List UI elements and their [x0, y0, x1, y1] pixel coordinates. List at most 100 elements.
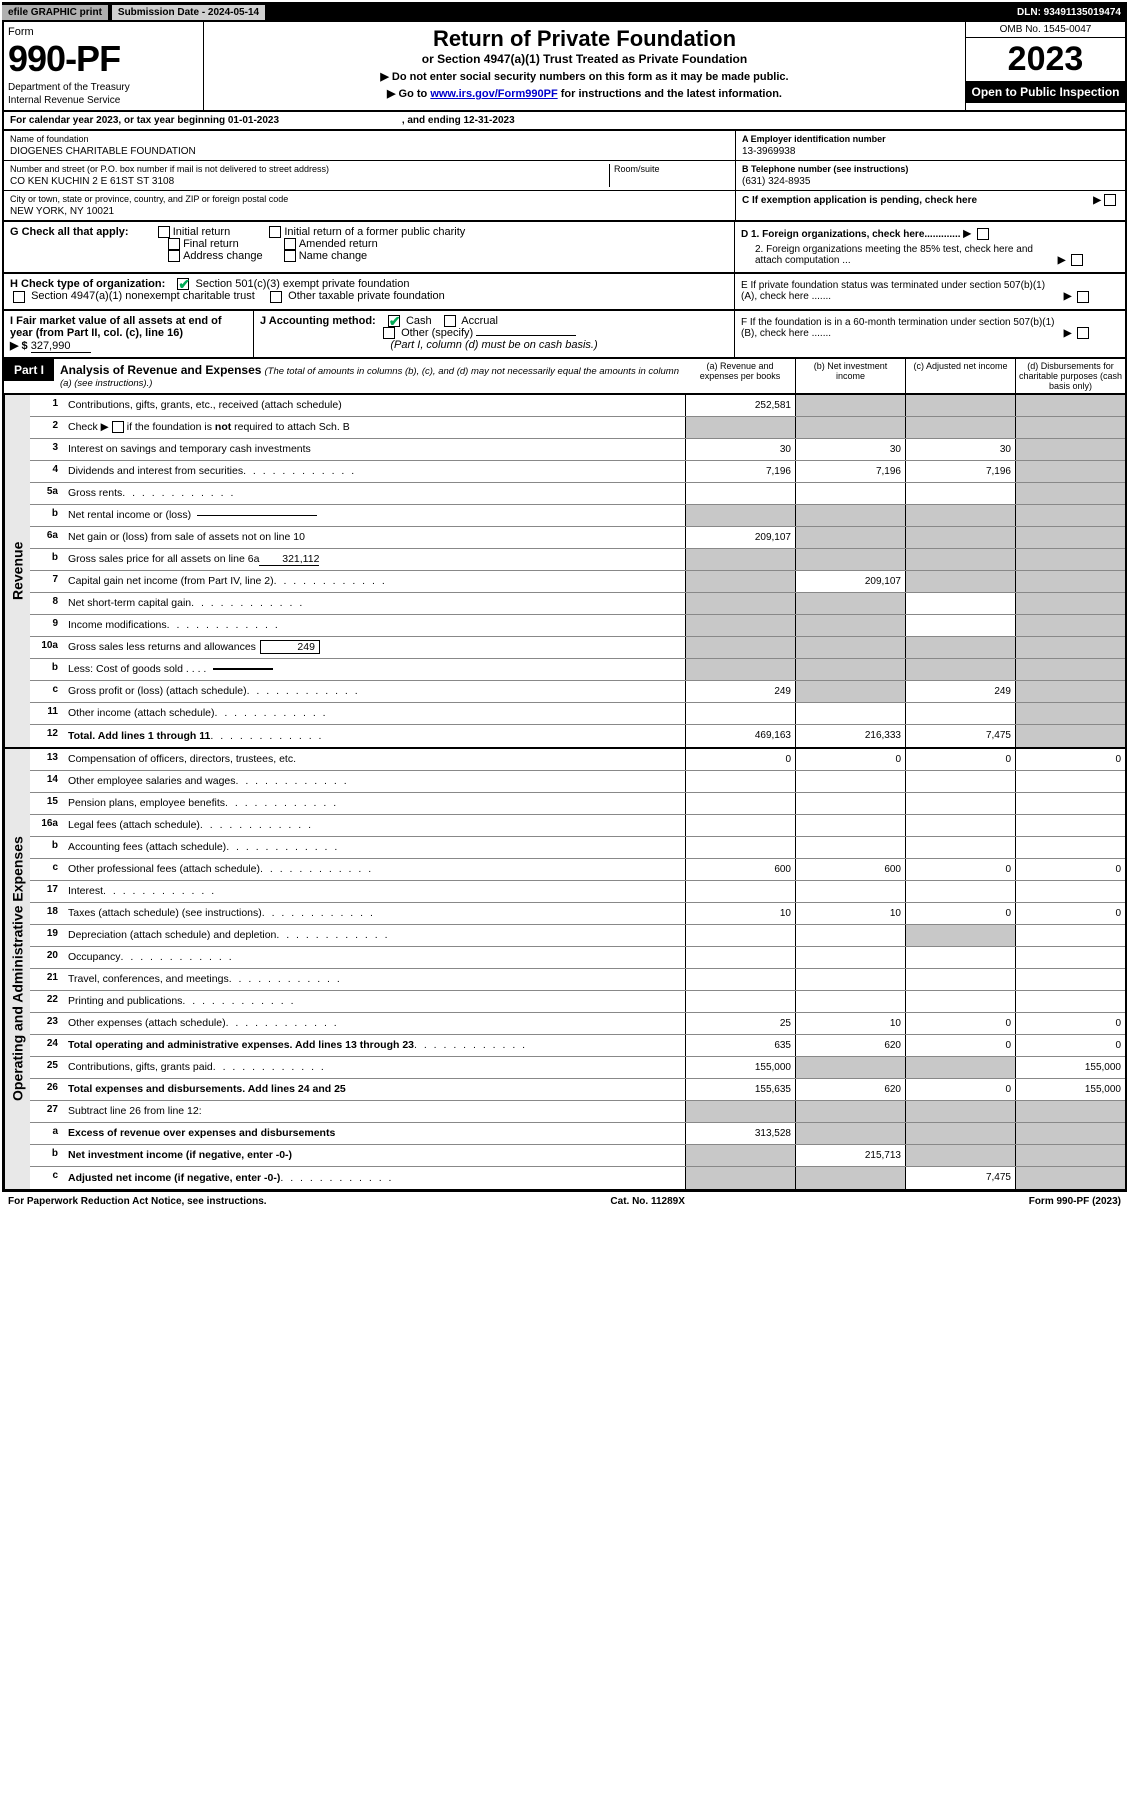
l26-a: 155,635 — [685, 1079, 795, 1100]
l27a-a: 313,528 — [685, 1123, 795, 1144]
col-c-hdr: (c) Adjusted net income — [905, 359, 1015, 393]
l18-c: 0 — [905, 903, 1015, 924]
line-27b-desc: Net investment income (if negative, ente… — [64, 1145, 685, 1166]
line-19-desc: Depreciation (attach schedule) and deple… — [64, 925, 685, 946]
col-a-hdr: (a) Revenue and expenses per books — [685, 359, 795, 393]
l6b-val: 321,112 — [259, 553, 319, 566]
g-name-change-checkbox[interactable] — [284, 250, 296, 262]
g-address-change-checkbox[interactable] — [168, 250, 180, 262]
l4-b: 7,196 — [795, 461, 905, 482]
g-amended-checkbox[interactable] — [284, 238, 296, 250]
d1-label: D 1. Foreign organizations, check here..… — [741, 229, 961, 240]
line-9-desc: Income modifications — [64, 615, 685, 636]
form-title: Return of Private Foundation — [212, 26, 957, 52]
line-27a-desc: Excess of revenue over expenses and disb… — [64, 1123, 685, 1144]
ein-value: 13-3969938 — [742, 146, 1119, 157]
h-501c3-checkbox[interactable] — [177, 278, 189, 290]
line-17-desc: Interest — [64, 881, 685, 902]
l23-d: 0 — [1015, 1013, 1125, 1034]
opex-side-label: Operating and Administrative Expenses — [4, 749, 30, 1189]
j-accrual: Accrual — [461, 315, 498, 327]
l6a-a: 209,107 — [685, 527, 795, 548]
revenue-side-label: Revenue — [4, 395, 30, 747]
h-opt3: Other taxable private foundation — [288, 290, 445, 302]
l7-b: 209,107 — [795, 571, 905, 592]
c-checkbox[interactable] — [1104, 194, 1116, 206]
f-checkbox[interactable] — [1077, 327, 1089, 339]
line-26-desc: Total expenses and disbursements. Add li… — [64, 1079, 685, 1100]
city-row: City or town, state or province, country… — [4, 191, 735, 220]
line-11-desc: Other income (attach schedule) — [64, 703, 685, 724]
l3-b: 30 — [795, 439, 905, 460]
form-page: efile GRAPHIC print Submission Date - 20… — [0, 0, 1129, 1213]
j-cash: Cash — [406, 315, 432, 327]
l26-c: 0 — [905, 1079, 1015, 1100]
l23-c: 0 — [905, 1013, 1015, 1034]
e-checkbox[interactable] — [1077, 291, 1089, 303]
instr2-pre: ▶ Go to — [387, 88, 430, 100]
line-10a-desc: Gross sales less returns and allowances2… — [64, 637, 685, 658]
l24-b: 620 — [795, 1035, 905, 1056]
l3-a: 30 — [685, 439, 795, 460]
g-final-return-checkbox[interactable] — [168, 238, 180, 250]
form-number: 990-PF — [8, 38, 199, 80]
part1-label: Part I — [4, 359, 54, 381]
j-note: (Part I, column (d) must be on cash basi… — [260, 339, 728, 351]
l4-c: 7,196 — [905, 461, 1015, 482]
h-e-row: H Check type of organization: Section 50… — [2, 274, 1127, 310]
d1-checkbox[interactable] — [977, 228, 989, 240]
l2-checkbox[interactable] — [112, 421, 124, 433]
l13-b: 0 — [795, 749, 905, 770]
efile-badge[interactable]: efile GRAPHIC print — [2, 5, 108, 20]
form-word: Form — [8, 26, 199, 38]
line-27-desc: Subtract line 26 from line 12: — [64, 1101, 685, 1122]
g-initial-return-checkbox[interactable] — [158, 226, 170, 238]
l23-a: 25 — [685, 1013, 795, 1034]
g-opt-3: Initial return of a former public charit… — [284, 226, 465, 238]
part1-desc: Analysis of Revenue and Expenses (The to… — [54, 359, 685, 393]
h-opt1: Section 501(c)(3) exempt private foundat… — [195, 278, 409, 290]
addr-label: Number and street (or P.O. box number if… — [10, 164, 609, 174]
h-block: H Check type of organization: Section 50… — [4, 274, 735, 308]
line-10b-desc: Less: Cost of goods sold . . . . — [64, 659, 685, 680]
j-other-checkbox[interactable] — [383, 327, 395, 339]
l26-d: 155,000 — [1015, 1079, 1125, 1100]
j-label: J Accounting method: — [260, 315, 376, 327]
i-j-f-row: I Fair market value of all assets at end… — [2, 311, 1127, 359]
omb-no: OMB No. 1545-0047 — [966, 22, 1125, 38]
identity-block: Name of foundation DIOGENES CHARITABLE F… — [2, 131, 1127, 222]
instr-1: ▶ Do not enter social security numbers o… — [212, 70, 957, 83]
irs-link[interactable]: www.irs.gov/Form990PF — [430, 88, 557, 100]
j-accrual-checkbox[interactable] — [444, 315, 456, 327]
c-label: C If exemption application is pending, c… — [742, 195, 1093, 206]
cal-begin: 01-01-2023 — [228, 115, 279, 126]
e-label: E If private foundation status was termi… — [741, 280, 1061, 302]
h-other-checkbox[interactable] — [270, 291, 282, 303]
col-b-hdr: (b) Net investment income — [795, 359, 905, 393]
line-15-desc: Pension plans, employee benefits — [64, 793, 685, 814]
line-5b-desc: Net rental income or (loss) — [64, 505, 685, 526]
form-header: Form 990-PF Department of the Treasury I… — [2, 22, 1127, 112]
line-6b-desc: Gross sales price for all assets on line… — [64, 549, 685, 570]
opex-grid: Operating and Administrative Expenses 13… — [2, 749, 1127, 1191]
h-4947-checkbox[interactable] — [13, 291, 25, 303]
l12-a: 469,163 — [685, 725, 795, 747]
l3-c: 30 — [905, 439, 1015, 460]
c-row: C If exemption application is pending, c… — [736, 191, 1125, 209]
g-former-charity-checkbox[interactable] — [269, 226, 281, 238]
line-22-desc: Printing and publications — [64, 991, 685, 1012]
d2-checkbox[interactable] — [1071, 254, 1083, 266]
city-value: NEW YORK, NY 10021 — [10, 206, 729, 217]
line-10c-desc: Gross profit or (loss) (attach schedule) — [64, 681, 685, 702]
i-value: 327,990 — [31, 340, 91, 353]
line-16a-desc: Legal fees (attach schedule) — [64, 815, 685, 836]
header-center: Return of Private Foundation or Section … — [204, 22, 965, 110]
l23-b: 10 — [795, 1013, 905, 1034]
g-block: G Check all that apply: Initial return I… — [4, 222, 735, 272]
line-21-desc: Travel, conferences, and meetings — [64, 969, 685, 990]
l24-a: 635 — [685, 1035, 795, 1056]
j-cash-checkbox[interactable] — [388, 315, 400, 327]
arrow-icon: ▶ — [1093, 195, 1101, 206]
line-14-desc: Other employee salaries and wages — [64, 771, 685, 792]
arrow-icon: ▶ — [1064, 328, 1072, 339]
